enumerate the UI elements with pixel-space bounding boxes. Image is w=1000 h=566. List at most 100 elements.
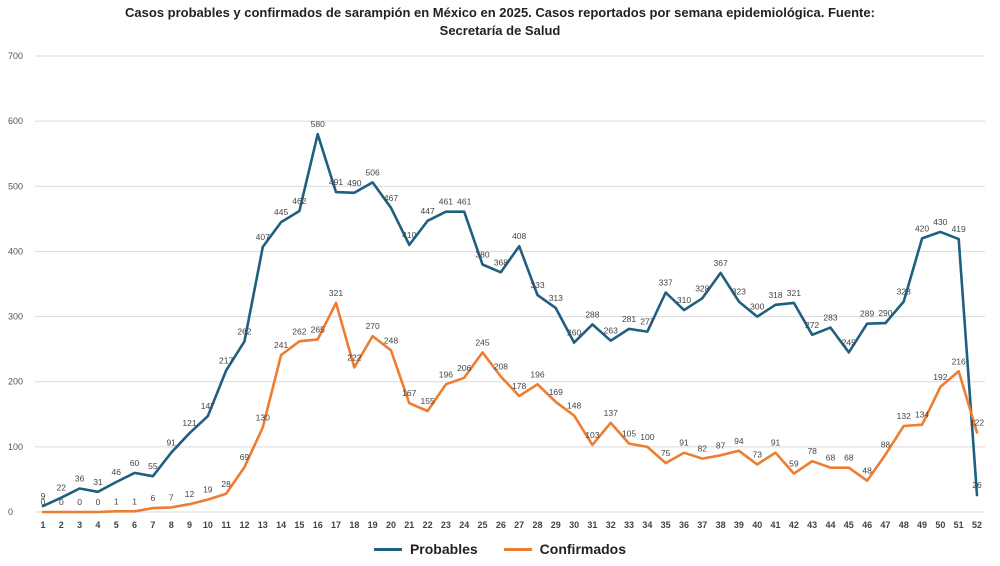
legend-item-confirmados: Confirmados (503, 541, 627, 557)
data-label-confirmados-7: 6 (151, 493, 156, 503)
series-line-confirmados (41, 301, 979, 514)
data-label-confirmados-46: 48 (862, 466, 872, 476)
data-label-confirmados-38: 87 (716, 440, 726, 450)
data-label-probables-30: 260 (567, 328, 581, 338)
data-label-confirmados-31: 103 (585, 430, 599, 440)
legend-label-confirmados: Confirmados (539, 541, 627, 557)
data-label-probables-26: 368 (494, 257, 508, 267)
x-tick-label-39: 39 (734, 520, 744, 530)
data-label-probables-5: 46 (112, 467, 122, 477)
data-label-confirmados-45: 68 (844, 453, 854, 463)
y-tick-label-600: 600 (8, 116, 23, 126)
data-label-probables-49: 420 (915, 223, 929, 233)
data-label-confirmados-51: 216 (952, 356, 966, 366)
y-tick-label-400: 400 (8, 246, 23, 256)
data-label-probables-4: 31 (93, 477, 103, 487)
x-tick-label-14: 14 (276, 520, 286, 530)
data-label-probables-8: 91 (166, 438, 176, 448)
data-label-probables-46: 289 (860, 309, 874, 319)
x-tick-label-13: 13 (258, 520, 268, 530)
data-label-confirmados-41: 91 (771, 438, 781, 448)
data-label-confirmados-52: 122 (970, 418, 984, 428)
x-tick-label-52: 52 (972, 520, 982, 530)
data-label-confirmados-44: 68 (826, 453, 836, 463)
data-label-confirmados-18: 222 (347, 352, 361, 362)
data-label-confirmados-11: 28 (221, 479, 231, 489)
data-label-probables-32: 263 (604, 326, 618, 336)
y-tick-label-0: 0 (8, 507, 13, 517)
data-label-confirmados-14: 241 (274, 340, 288, 350)
data-label-confirmados-15: 262 (292, 326, 306, 336)
x-tick-label-18: 18 (349, 520, 359, 530)
x-tick-label-47: 47 (880, 520, 890, 530)
data-label-probables-31: 288 (585, 309, 599, 319)
x-tick-label-21: 21 (404, 520, 414, 530)
data-label-confirmados-48: 132 (897, 411, 911, 421)
y-tick-label-100: 100 (8, 442, 23, 452)
data-label-confirmados-5: 1 (114, 496, 119, 506)
data-label-confirmados-23: 196 (439, 369, 453, 379)
x-tick-label-44: 44 (825, 520, 835, 530)
chart-title-line-1: Casos probables y confirmados de sarampi… (125, 5, 875, 20)
data-label-confirmados-12: 69 (240, 452, 250, 462)
data-label-confirmados-47: 88 (881, 440, 891, 450)
x-tick-label-4: 4 (95, 520, 100, 530)
x-tick-label-38: 38 (716, 520, 726, 530)
data-label-probables-17: 491 (329, 177, 343, 187)
series-line-probables (41, 132, 979, 508)
x-tick-label-5: 5 (114, 520, 119, 530)
data-label-probables-39: 323 (732, 287, 746, 297)
x-tick-label-8: 8 (169, 520, 174, 530)
data-label-confirmados-19: 270 (366, 321, 380, 331)
data-label-confirmados-39: 94 (734, 436, 744, 446)
legend-swatch-probables (373, 547, 402, 551)
data-label-probables-16: 580 (311, 119, 325, 129)
data-label-confirmados-34: 100 (640, 432, 654, 442)
x-tick-label-34: 34 (642, 520, 652, 530)
x-tick-label-42: 42 (789, 520, 799, 530)
data-label-probables-28: 333 (530, 280, 544, 290)
data-label-probables-22: 447 (420, 206, 434, 216)
data-label-confirmados-50: 192 (933, 372, 947, 382)
x-tick-label-31: 31 (587, 520, 597, 530)
data-label-confirmados-20: 248 (384, 335, 398, 345)
x-tick-label-30: 30 (569, 520, 579, 530)
x-tick-label-10: 10 (203, 520, 213, 530)
data-label-confirmados-32: 137 (604, 408, 618, 418)
x-tick-label-7: 7 (150, 520, 155, 530)
x-tick-label-27: 27 (514, 520, 524, 530)
data-label-probables-14: 445 (274, 207, 288, 217)
data-label-probables-15: 462 (292, 196, 306, 206)
x-tick-label-45: 45 (844, 520, 854, 530)
data-label-probables-45: 245 (842, 337, 856, 347)
x-tick-label-9: 9 (187, 520, 192, 530)
x-tick-label-23: 23 (441, 520, 451, 530)
data-label-confirmados-1: 0 (41, 497, 46, 507)
data-label-confirmados-33: 105 (622, 429, 636, 439)
data-label-probables-48: 323 (897, 287, 911, 297)
x-tick-label-32: 32 (606, 520, 616, 530)
y-tick-label-500: 500 (8, 181, 23, 191)
x-tick-label-43: 43 (807, 520, 817, 530)
data-label-confirmados-3: 0 (77, 497, 82, 507)
data-label-confirmados-17: 321 (329, 288, 343, 298)
data-label-confirmados-26: 208 (494, 362, 508, 372)
data-label-confirmados-16: 265 (311, 324, 325, 334)
chart-title: Casos probables y confirmados de sarampi… (0, 4, 1000, 40)
x-tick-label-20: 20 (386, 520, 396, 530)
data-label-probables-47: 290 (878, 308, 892, 318)
x-tick-label-12: 12 (239, 520, 249, 530)
data-label-probables-34: 277 (640, 317, 654, 327)
x-tick-label-6: 6 (132, 520, 137, 530)
data-label-probables-25: 380 (475, 249, 489, 259)
x-tick-label-35: 35 (661, 520, 671, 530)
x-tick-label-50: 50 (935, 520, 945, 530)
legend-label-probables: Probables (409, 541, 478, 557)
y-tick-label-300: 300 (8, 312, 23, 322)
data-label-probables-42: 321 (787, 288, 801, 298)
data-label-confirmados-6: 1 (132, 496, 137, 506)
data-label-probables-35: 337 (659, 277, 673, 287)
chart-legend: Probables Confirmados (0, 541, 1000, 557)
data-label-confirmados-42: 59 (789, 459, 799, 469)
